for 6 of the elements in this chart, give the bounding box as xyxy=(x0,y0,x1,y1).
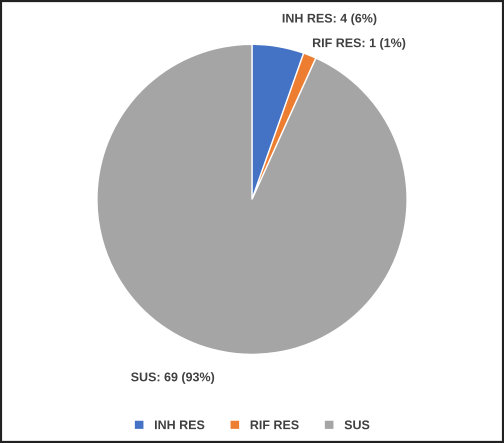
legend-label: RIF RES xyxy=(250,420,299,430)
data-label: RIF RES: 1 (1%) xyxy=(312,38,406,50)
legend-label: SUS xyxy=(344,420,370,430)
data-label: INH RES: 4 (6%) xyxy=(282,13,376,26)
data-label: SUS: 69 (93%) xyxy=(131,372,214,384)
legend-label: INH RES xyxy=(154,420,204,430)
